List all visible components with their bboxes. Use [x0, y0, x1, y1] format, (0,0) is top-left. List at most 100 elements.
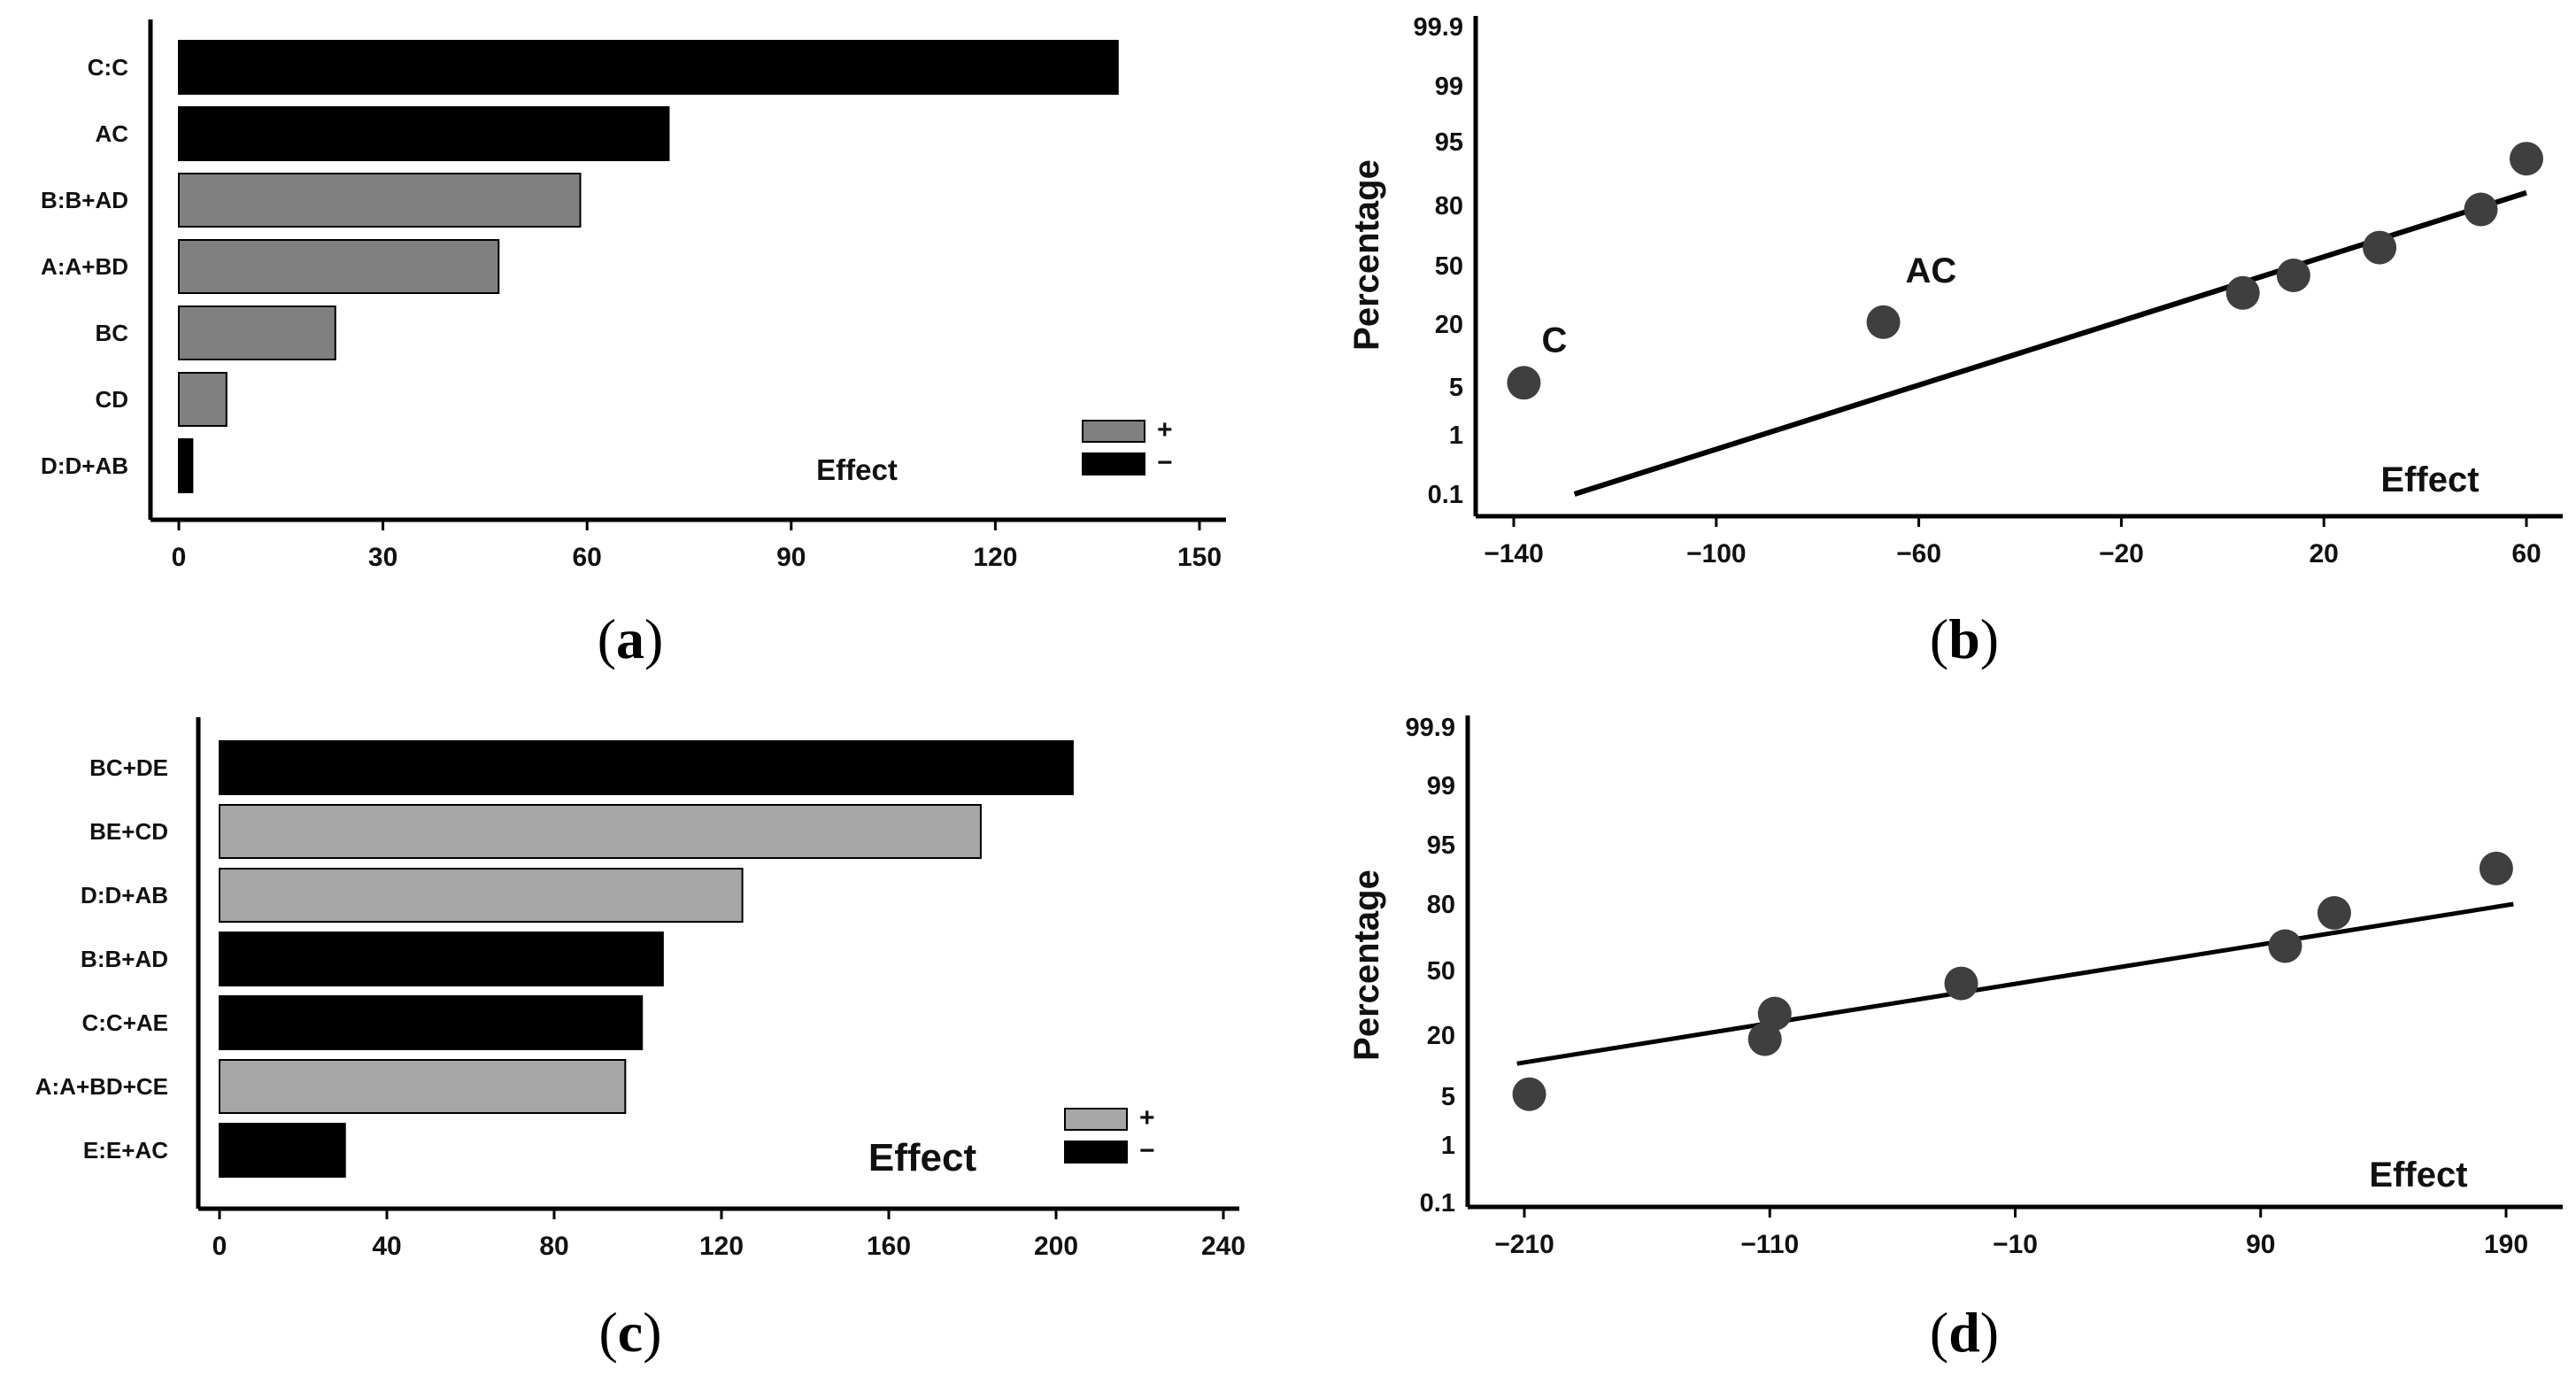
data-point-d-1 — [1512, 1077, 1546, 1111]
category-label-c-2: BE+CD — [89, 818, 168, 845]
chart-b-normal-plot: 0.1 1 5 20 50 80 95 99 99.9 −140 −100 −60 −20 20 60 C AC… — [1347, 13, 2563, 568]
y-axis-title-b: Percentage — [1347, 159, 1386, 351]
x-tick-label-c-4: 120 — [699, 1232, 744, 1261]
y-tick-label-b-3: 5 — [1449, 374, 1463, 402]
x-tick-label-c-2: 40 — [372, 1232, 401, 1261]
x-tick-label-a-1: 0 — [172, 543, 187, 572]
y-tick-label-d-9: 99.9 — [1406, 714, 1455, 742]
y-tick-label-b-7: 95 — [1435, 128, 1463, 157]
fit-line-d — [1516, 901, 2514, 1066]
category-label-a-4: A:A+BD — [41, 253, 128, 280]
y-axis-title-d: Percentage — [1347, 870, 1386, 1061]
category-label-a-5: BC — [95, 320, 128, 346]
legend-swatch-c-1 — [1064, 1108, 1128, 1131]
x-tick-label-a-6: 150 — [1177, 543, 1222, 572]
chart-d-normal-plot: 0.1 1 5 20 50 80 95 99 99.9 −210 −110 −10 90 190 Perce… — [1347, 714, 2563, 1259]
data-point-d-3 — [1757, 996, 1792, 1031]
panel-label-b: (b) — [1929, 607, 2000, 670]
panel-label-c: (c) — [598, 1301, 662, 1364]
data-point-d-5 — [2268, 929, 2302, 963]
category-label-c-1: BC+DE — [89, 754, 168, 781]
data-point-b-7 — [2510, 142, 2543, 176]
x-tick-label-b-5: 20 — [2310, 539, 2339, 568]
bar-a-4 — [178, 239, 500, 294]
y-tick-label-b-4: 20 — [1435, 311, 1463, 339]
legend-swatch-a-2 — [1082, 452, 1145, 476]
x-tick-label-a-5: 120 — [973, 543, 1017, 572]
category-label-a-3: B:B+AD — [41, 187, 128, 213]
data-point-b-4 — [2276, 259, 2310, 292]
y-tick-label-b-8: 99 — [1435, 73, 1463, 101]
annotation-b-2: AC — [1906, 251, 1957, 290]
legend-swatch-a-1 — [1082, 420, 1145, 443]
legend-label-c-1: + — [1139, 1103, 1155, 1133]
y-tick-label-d-2: 1 — [1441, 1132, 1455, 1160]
x-tick-label-d-4: 90 — [2246, 1230, 2275, 1259]
data-point-d-2 — [1747, 1022, 1782, 1056]
bar-c-3 — [219, 868, 744, 923]
legend-label-a-1: + — [1157, 415, 1173, 445]
data-point-d-7 — [2479, 851, 2513, 885]
y-tick-label-b-6: 80 — [1435, 192, 1463, 220]
bar-a-6 — [178, 372, 228, 427]
annotation-b-1: C — [1541, 321, 1567, 360]
category-label-a-1: C:C — [88, 54, 128, 81]
x-tick-label-c-7: 240 — [1201, 1232, 1246, 1261]
x-tick-label-b-4: −20 — [2099, 539, 2144, 568]
bar-c-1 — [219, 740, 1074, 795]
bar-a-5 — [178, 305, 336, 360]
data-point-b-1 — [1507, 366, 1541, 400]
category-label-c-5: C:C+AE — [81, 1009, 168, 1036]
y-tick-label-d-6: 80 — [1427, 891, 1455, 919]
x-tick-label-b-6: 60 — [2511, 539, 2541, 568]
bar-c-5 — [219, 995, 644, 1050]
chart-a-pareto: C:C AC B:B+AD A:A+BD BC CD D:D+AB 0 30 60 90 120 150… — [41, 19, 1226, 572]
x-tick-label-a-2: 30 — [368, 543, 397, 572]
x-tick-label-c-3: 80 — [539, 1232, 568, 1261]
legend-label-a-2: − — [1157, 448, 1173, 477]
x-tick-label-c-5: 160 — [867, 1232, 911, 1261]
data-point-b-2 — [1866, 305, 1901, 339]
category-label-c-4: B:B+AD — [81, 946, 168, 972]
y-tick-label-b-2: 1 — [1449, 421, 1463, 450]
y-tick-label-b-1: 0.1 — [1428, 481, 1463, 509]
x-axis-title-b: Effect — [2380, 460, 2479, 499]
bar-c-7 — [219, 1123, 346, 1178]
data-point-d-6 — [2317, 896, 2351, 930]
bar-c-4 — [219, 932, 664, 986]
x-tick-label-d-3: −10 — [1993, 1230, 2038, 1259]
data-point-b-3 — [2225, 275, 2260, 310]
bar-a-2 — [178, 106, 670, 161]
y-tick-label-d-1: 0.1 — [1420, 1189, 1455, 1218]
data-point-d-4 — [1944, 966, 1978, 1001]
category-label-c-6: A:A+BD+CE — [35, 1073, 168, 1100]
bar-a-7 — [178, 438, 194, 493]
category-label-c-3: D:D+AB — [81, 882, 168, 908]
y-tick-label-d-8: 99 — [1427, 772, 1455, 800]
x-tick-label-d-2: −110 — [1740, 1230, 1799, 1259]
x-axis-title-d: Effect — [2369, 1156, 2467, 1195]
data-point-b-5 — [2363, 230, 2397, 265]
x-tick-label-d-1: −210 — [1494, 1230, 1554, 1259]
bar-a-1 — [178, 40, 1119, 95]
x-tick-label-a-3: 60 — [573, 543, 602, 572]
x-tick-label-d-5: 190 — [2484, 1230, 2528, 1259]
y-tick-label-b-5: 50 — [1435, 252, 1463, 281]
category-label-a-2: AC — [95, 120, 128, 147]
x-tick-label-b-2: −100 — [1686, 539, 1747, 568]
x-tick-label-a-4: 90 — [776, 543, 806, 572]
legend-label-c-2: − — [1139, 1136, 1155, 1165]
panel-label-a: (a) — [597, 607, 664, 670]
bar-c-2 — [219, 804, 982, 859]
x-tick-label-c-1: 0 — [212, 1232, 228, 1261]
x-tick-label-b-1: −140 — [1484, 539, 1544, 568]
bar-a-3 — [178, 173, 582, 228]
panel-label-d: (d) — [1929, 1301, 2000, 1364]
x-axis-title-c: Effect — [868, 1136, 977, 1179]
category-label-c-7: E:E+AC — [83, 1137, 168, 1164]
category-label-a-7: D:D+AB — [41, 452, 128, 479]
y-tick-label-d-7: 95 — [1427, 831, 1455, 860]
x-axis-title-a: Effect — [816, 453, 898, 486]
y-tick-label-d-5: 50 — [1427, 957, 1455, 986]
y-tick-label-b-9: 99.9 — [1414, 13, 1463, 42]
